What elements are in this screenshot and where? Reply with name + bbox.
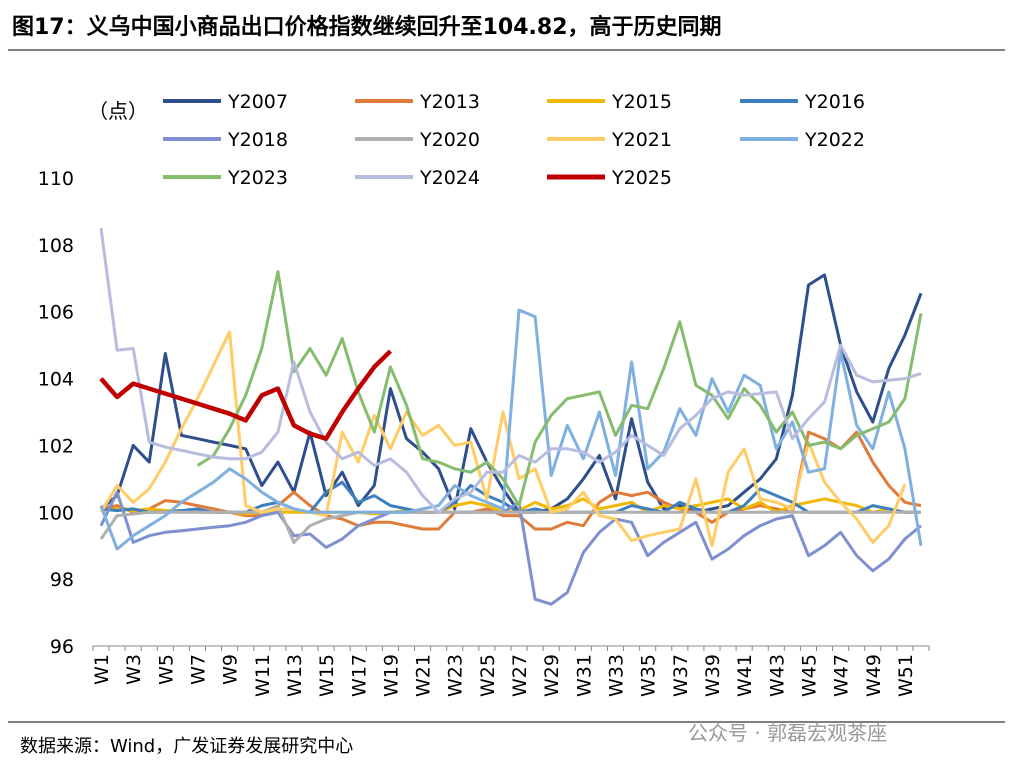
x-tick-label: W13 (284, 654, 306, 697)
y-tick-label: 100 (38, 502, 74, 524)
x-tick-label: W27 (509, 654, 531, 697)
x-tick-label: W15 (316, 654, 338, 697)
legend-label: Y2021 (611, 129, 672, 151)
legend-label: Y2023 (227, 167, 288, 189)
x-tick-label: W39 (702, 654, 724, 697)
series-line (99, 227, 922, 514)
y-tick-label: 102 (38, 435, 74, 457)
x-tick-label: W49 (863, 654, 885, 697)
y-tick-label: 108 (38, 235, 74, 257)
legend-label: Y2024 (419, 167, 480, 189)
legend-label: Y2007 (227, 91, 288, 113)
x-tick-label: W23 (445, 654, 467, 697)
legend-label: Y2025 (611, 167, 672, 189)
source: 数据来源：Wind，广发证券发展研究中心 (20, 736, 353, 757)
x-tick-label: W29 (541, 654, 563, 697)
legend-label: Y2016 (804, 91, 865, 113)
y-tick-label: 104 (38, 369, 74, 391)
x-tick-label: W51 (895, 654, 917, 697)
y-tick-label: 98 (50, 569, 74, 591)
x-tick-label: W31 (573, 654, 595, 697)
y-axis-label: （点） (88, 99, 148, 123)
x-tick-label: W7 (187, 654, 209, 685)
watermark: 公众号 · 郭磊宏观茶座 (688, 721, 887, 745)
legend-label: Y2018 (227, 129, 288, 151)
legend-label: Y2013 (419, 91, 480, 113)
y-tick-label: 106 (38, 302, 74, 324)
x-tick-label: W17 (348, 654, 370, 697)
legend-label: Y2015 (611, 91, 672, 113)
x-tick-label: W47 (831, 654, 853, 697)
series-line (99, 490, 922, 606)
x-tick-label: W9 (220, 654, 242, 685)
series-line (99, 330, 907, 548)
x-tick-label: W11 (252, 654, 274, 697)
x-tick-label: W45 (798, 654, 820, 697)
x-tick-label: W25 (477, 654, 499, 697)
series-line (99, 349, 392, 441)
legend-label: Y2020 (419, 129, 480, 151)
x-tick-label: W1 (91, 654, 113, 685)
x-tick-label: W41 (734, 654, 756, 697)
x-tick-label: W21 (413, 654, 435, 697)
series-line (99, 504, 921, 544)
series-line (100, 273, 923, 514)
x-tick-label: W3 (123, 654, 145, 685)
series-line (99, 308, 923, 551)
x-tick-label: W37 (670, 654, 692, 697)
chart-title: 图17：义乌中国小商品出口价格指数继续回升至104.82，高于历史同期 (12, 14, 722, 40)
y-tick-label: 110 (38, 168, 74, 190)
x-tick-label: W43 (766, 654, 788, 697)
legend-label: Y2022 (804, 129, 865, 151)
y-tick-label: 96 (50, 636, 74, 658)
x-tick-label: W19 (380, 654, 402, 697)
x-tick-label: W33 (606, 654, 628, 697)
x-tick-label: W35 (638, 654, 660, 697)
x-tick-label: W5 (155, 654, 177, 685)
